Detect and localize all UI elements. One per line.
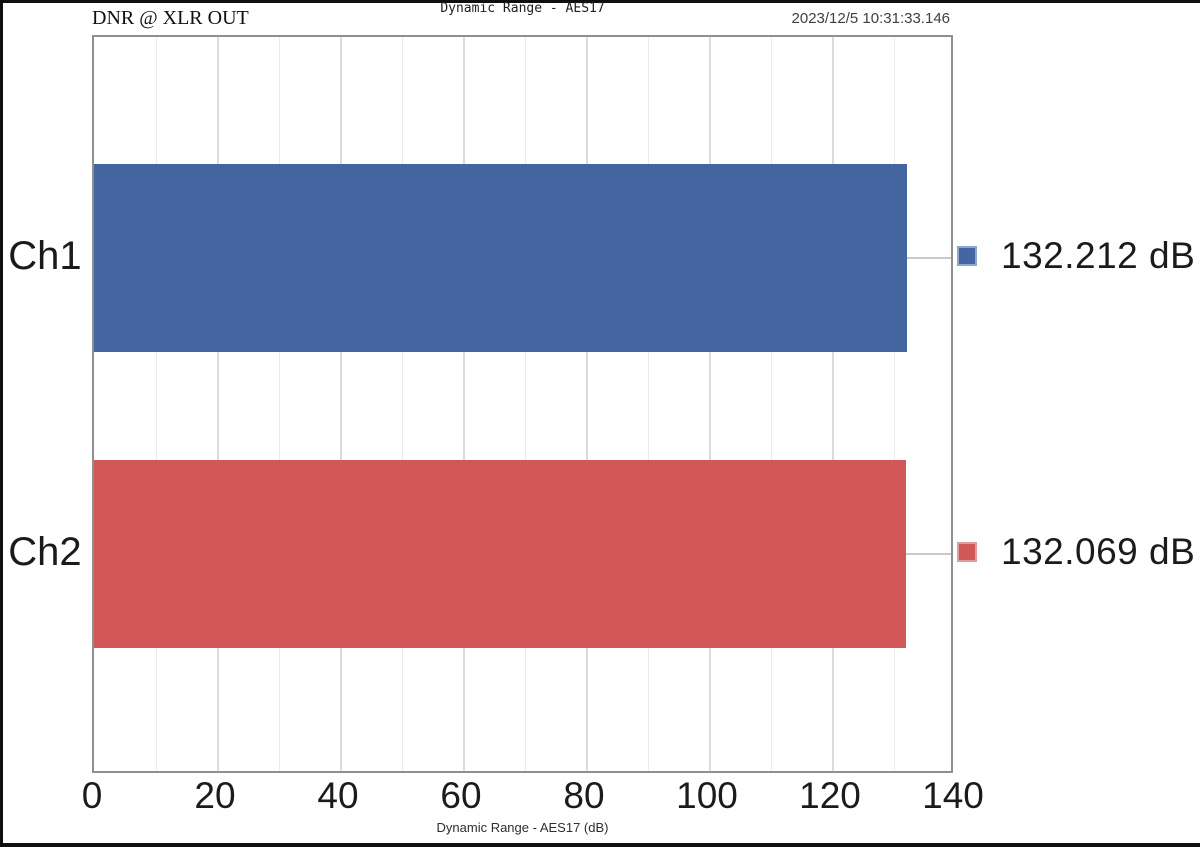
window-border-bottom	[0, 843, 1200, 847]
plot-area	[92, 35, 953, 773]
measurement-name: DNR @ XLR OUT	[92, 7, 249, 29]
x-tick-120: 120	[799, 775, 861, 816]
value-label-ch2: 132.069 dB	[1001, 530, 1196, 572]
category-label-ch1: Ch1	[8, 234, 82, 279]
timestamp: 2023/12/5 10:31:33.146	[791, 10, 950, 27]
category-label-ch2: Ch2	[8, 529, 82, 574]
gridline-50	[401, 37, 403, 771]
gridline-70	[524, 37, 526, 771]
x-tick-20: 20	[194, 775, 236, 816]
gridline-110	[770, 37, 772, 771]
gridline-40	[340, 37, 342, 771]
window-border-left	[0, 0, 3, 847]
gridline-100	[709, 37, 711, 771]
bar-ch2	[94, 459, 907, 648]
x-tick-0: 0	[81, 775, 103, 816]
window-border-top	[0, 0, 1200, 3]
chart-title: Dynamic Range - AES17	[440, 1, 605, 16]
x-tick-80: 80	[563, 775, 605, 816]
gridline-20	[217, 37, 219, 771]
gridline-60	[463, 37, 465, 771]
legend-marker-ch2	[957, 541, 977, 562]
x-tick-100: 100	[676, 775, 738, 816]
gridline-90	[647, 37, 649, 771]
value-label-ch1: 132.212 dB	[1001, 235, 1196, 277]
gridline-10	[155, 37, 157, 771]
x-tick-60: 60	[440, 775, 482, 816]
legend-marker-ch1	[957, 246, 977, 267]
gridline-130	[893, 37, 895, 771]
x-axis-label: Dynamic Range - AES17 (dB)	[436, 820, 609, 835]
x-tick-140: 140	[922, 775, 984, 816]
bar-ch1	[94, 164, 908, 353]
gridline-80	[586, 37, 588, 771]
x-tick-40: 40	[317, 775, 359, 816]
gridline-30	[278, 37, 280, 771]
gridline-120	[832, 37, 834, 771]
